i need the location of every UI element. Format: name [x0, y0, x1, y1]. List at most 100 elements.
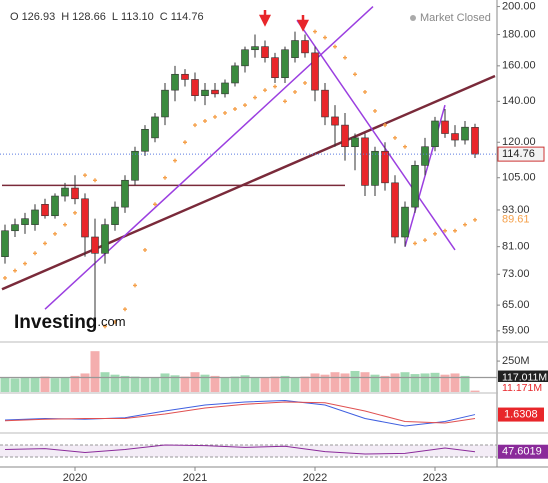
- trendline: [296, 19, 456, 251]
- sar-dot: [133, 283, 137, 288]
- volume-bar: [440, 374, 450, 392]
- candle-body: [251, 46, 259, 51]
- volume-bar: [370, 374, 380, 392]
- sar-dot: [193, 123, 197, 128]
- candle-body: [61, 187, 69, 197]
- brand: Investing.com: [14, 312, 126, 333]
- volume-tick-label: 250M: [502, 355, 530, 367]
- sar-dot: [63, 222, 67, 227]
- y-tick-label: 140.00: [502, 95, 536, 107]
- price-label-box: [497, 146, 545, 162]
- macd-line: [4, 399, 476, 427]
- sar-dot: [423, 238, 427, 243]
- volume-bar: [250, 377, 260, 392]
- candle-body: [111, 206, 119, 225]
- candle-body: [71, 187, 79, 200]
- candle-body: [201, 89, 209, 96]
- sar-dot: [113, 319, 117, 324]
- candle-body: [41, 204, 49, 217]
- sar-dot: [363, 89, 367, 94]
- sar-dot: [433, 231, 437, 236]
- ohlc-value: 113.10: [121, 11, 154, 23]
- marks-layer: [0, 6, 497, 455]
- sar-dot: [163, 175, 167, 180]
- rsi-label: 47.6019: [502, 446, 542, 458]
- volume-bar: [60, 377, 70, 392]
- sar-dot: [273, 84, 277, 89]
- rsi-line: [4, 444, 476, 455]
- sar-dot: [23, 261, 27, 266]
- volume-bar: [80, 373, 90, 392]
- volume-average-label: 117.011M: [502, 371, 547, 383]
- sar-dot: [453, 228, 457, 233]
- volume-bar: [310, 373, 320, 392]
- x-tick-label: 2021: [183, 472, 207, 483]
- y-tick-label: 73.00: [502, 268, 530, 280]
- candle-body: [91, 236, 99, 254]
- sar-dot: [333, 44, 337, 49]
- candle-body: [21, 218, 29, 225]
- volume-bar: [270, 376, 280, 392]
- candle-body: [421, 146, 429, 166]
- ohlc-value: 126.93: [22, 11, 56, 23]
- volume-bar: [50, 378, 60, 392]
- candle-body: [461, 126, 469, 141]
- volume-bar: [140, 377, 150, 392]
- volume-bar: [30, 377, 40, 392]
- candle-body: [361, 137, 369, 186]
- sar-dot: [293, 89, 297, 94]
- sar-dot: [203, 118, 207, 123]
- volume-bar: [230, 376, 240, 392]
- y-tick-label: 105.00: [502, 172, 536, 184]
- candle-body: [241, 49, 249, 67]
- sar-label-box: [498, 212, 544, 227]
- rsi-label-box: [498, 444, 548, 459]
- sar-dot: [153, 202, 157, 207]
- sar-dot: [373, 108, 377, 113]
- sar-dot: [343, 55, 347, 60]
- volume-bar: [20, 377, 30, 392]
- price-label: 114.76: [502, 148, 535, 160]
- candle-body: [81, 198, 89, 238]
- sar-dot: [263, 88, 267, 93]
- x-tick-label: 2023: [423, 472, 447, 483]
- macd-label: 1.6308: [504, 408, 538, 420]
- volume-bar: [380, 375, 390, 392]
- sar-dot: [383, 123, 387, 128]
- candle-body: [451, 133, 459, 141]
- macd-line: [4, 401, 476, 424]
- volume-bar: [0, 377, 10, 392]
- volume-bar: [320, 374, 330, 392]
- ohlc-name: C: [160, 11, 168, 23]
- y-tick-label: 180.00: [502, 28, 536, 40]
- volume-bar: [100, 372, 110, 392]
- candle-body: [381, 150, 389, 184]
- volume-average-box: [498, 370, 548, 385]
- candle-body: [271, 57, 279, 79]
- y-tick-label: 59.00: [502, 325, 530, 337]
- sar-dot: [323, 35, 327, 40]
- candle-body: [151, 116, 159, 139]
- candle-body: [411, 165, 419, 208]
- candle-body: [221, 82, 229, 95]
- candle-body: [351, 137, 359, 148]
- sar-dot: [123, 307, 127, 312]
- candle-body: [231, 65, 239, 84]
- sar-dot: [233, 107, 237, 112]
- volume-bar: [190, 372, 200, 392]
- candle-body: [431, 120, 439, 148]
- volume-bar: [430, 372, 440, 392]
- x-tick-label: 2022: [303, 472, 327, 483]
- volume-bar: [90, 351, 100, 392]
- candle-body: [281, 49, 289, 79]
- sar-dot: [33, 251, 37, 256]
- sar-dot: [393, 135, 397, 140]
- candle-body: [191, 79, 199, 96]
- sar-dot: [83, 173, 87, 178]
- volume-bar: [70, 375, 80, 392]
- volume-bar: [410, 374, 420, 392]
- candle-body: [301, 40, 309, 54]
- brand-name: Investing: [14, 312, 97, 333]
